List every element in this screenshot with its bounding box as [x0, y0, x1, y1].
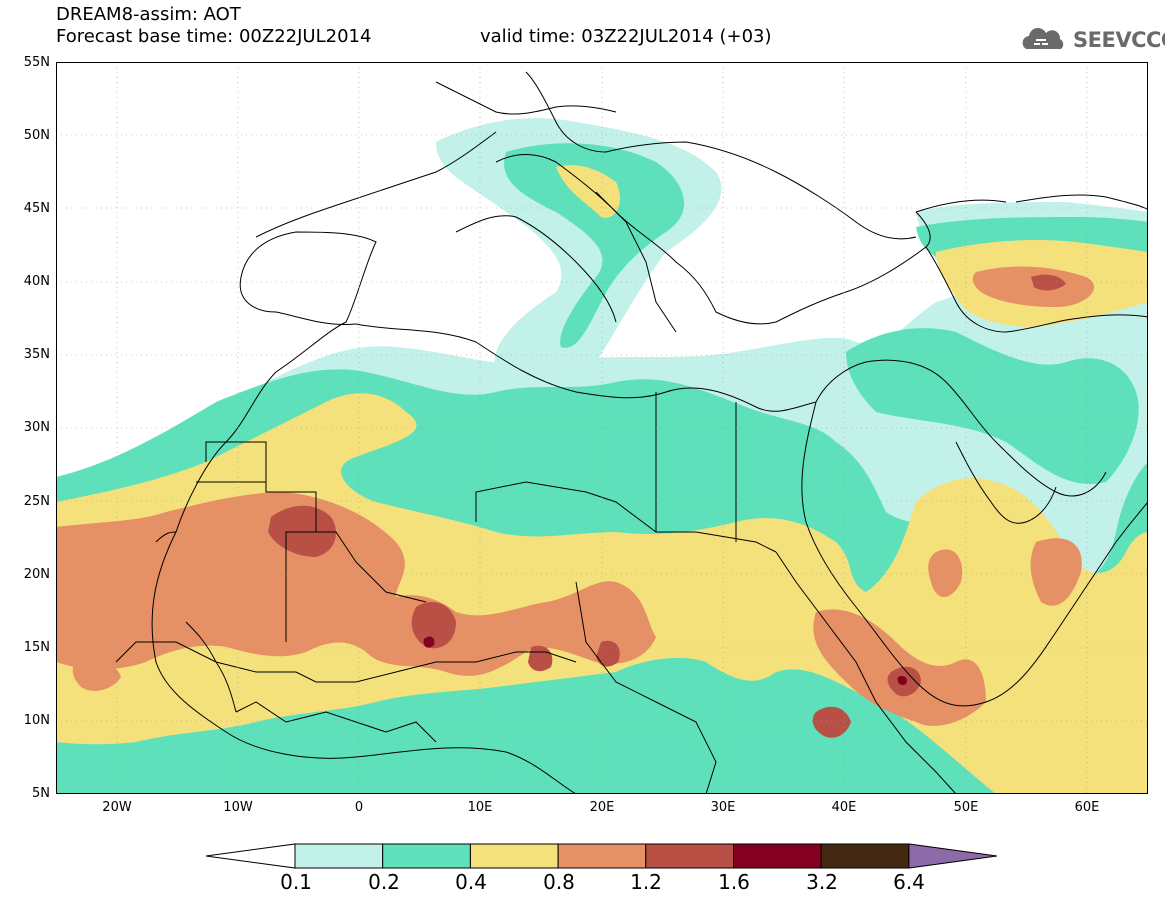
- legend-arrow-low: [205, 843, 296, 869]
- grid: [56, 62, 1148, 794]
- legend-label-6.4: 6.4: [893, 870, 925, 894]
- aot-map: [56, 62, 1148, 794]
- lat-label-45n: 45N: [23, 201, 50, 216]
- legend-swatch-6: [733, 843, 822, 869]
- legend-label-3.2: 3.2: [806, 870, 838, 894]
- legend-swatch-4: [557, 843, 647, 869]
- aot-contour-0.8: [56, 266, 1095, 726]
- lon-label-40e: 40E: [831, 800, 857, 815]
- lon-label-60e: 60E: [1074, 800, 1100, 815]
- lon-label-50e: 50E: [953, 800, 979, 815]
- legend-arrow-high: [908, 843, 997, 869]
- lon-label-30e: 30E: [710, 800, 736, 815]
- legend-label-1.6: 1.6: [718, 870, 750, 894]
- legend-label-0.4: 0.4: [455, 870, 487, 894]
- legend-swatch-3: [469, 843, 559, 869]
- logo-text: SEEVCCC: [1073, 28, 1165, 52]
- lat-label-25n: 25N: [23, 494, 50, 509]
- legend-swatch-5: [645, 843, 734, 869]
- lon-label-10e: 10E: [467, 800, 493, 815]
- aot-contour-1.6: [423, 636, 907, 686]
- lon-label-20w: 20W: [102, 800, 132, 815]
- lat-label-35n: 35N: [23, 347, 50, 362]
- lon-label-20e: 20E: [589, 800, 615, 815]
- legend-label-0.2: 0.2: [368, 870, 400, 894]
- legend-label-1.2: 1.2: [630, 870, 662, 894]
- lon-label-10w: 10W: [223, 800, 253, 815]
- lat-label-10n: 10N: [23, 713, 50, 728]
- legend-label-0.8: 0.8: [543, 870, 575, 894]
- lat-label-15n: 15N: [23, 640, 50, 655]
- lat-label-50n: 50N: [23, 128, 50, 143]
- lat-label-30n: 30N: [23, 420, 50, 435]
- forecast-base-time: Forecast base time: 00Z22JUL2014: [56, 26, 372, 47]
- valid-time: valid time: 03Z22JUL2014 (+03): [480, 26, 772, 47]
- lat-label-20n: 20N: [23, 567, 50, 582]
- legend-swatch-7: [820, 843, 910, 869]
- lon-label-0: 0: [354, 800, 364, 815]
- lat-label-55n: 55N: [23, 55, 50, 70]
- legend-swatch-2: [382, 843, 471, 869]
- cloud-icon: [1022, 28, 1064, 49]
- lat-label-40n: 40N: [23, 274, 50, 289]
- legend-label-0.1: 0.1: [280, 870, 312, 894]
- legend-swatch-1: [294, 843, 384, 869]
- map-title: DREAM8-assim: AOT: [56, 4, 241, 25]
- colorbar: [205, 843, 997, 869]
- lat-label-5n: 5N: [32, 786, 50, 801]
- coastlines: [115, 71, 1148, 794]
